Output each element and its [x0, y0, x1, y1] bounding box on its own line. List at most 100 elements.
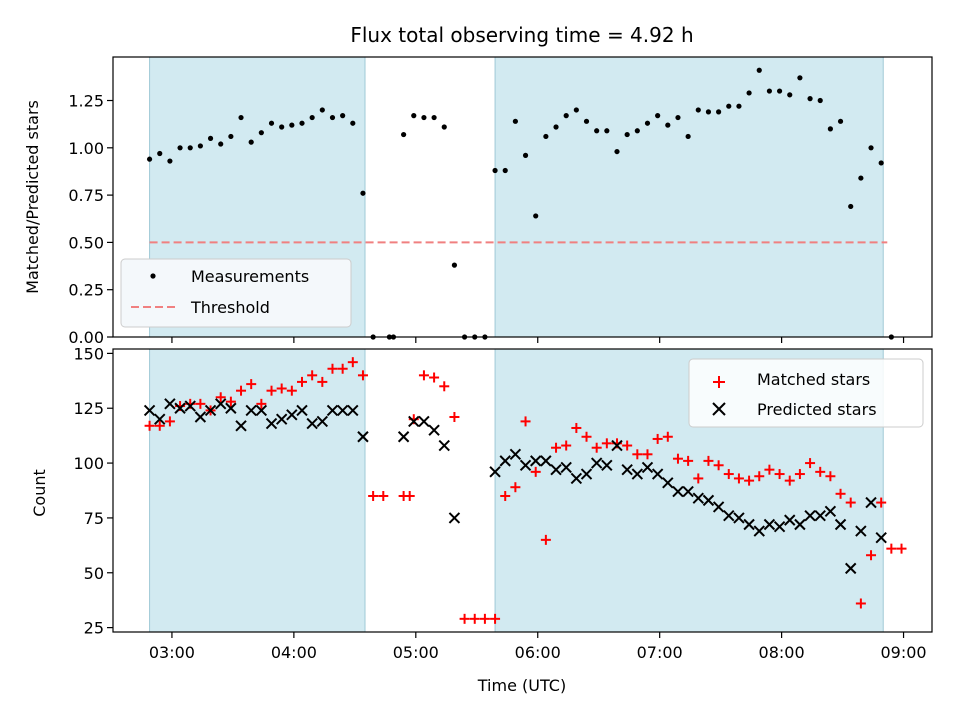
measurement-point	[675, 114, 681, 121]
measurement-point	[207, 135, 214, 141]
measurement-point	[329, 114, 336, 121]
predicted-star-point	[499, 455, 511, 467]
predicted-star-point	[733, 512, 745, 524]
measurement-point	[807, 96, 813, 102]
predicted-star-point	[753, 525, 765, 537]
measurement-point	[431, 114, 437, 121]
x-tick-label: 03:00	[149, 643, 195, 662]
predicted-star-point	[438, 439, 450, 452]
measurement-point	[401, 131, 407, 138]
matched-star-point	[561, 440, 572, 451]
measurement-point	[350, 120, 356, 126]
predicted-star-point	[702, 494, 715, 507]
predicted-star-point	[875, 531, 887, 544]
predicted-star-point	[286, 409, 298, 421]
matched-star-point	[703, 455, 714, 466]
predicted-star-point	[550, 463, 562, 476]
legend-label-measurements: Measurements	[191, 267, 309, 286]
matched-star-point	[794, 469, 805, 480]
plot-frame	[112, 56, 933, 338]
matched-star-point	[744, 475, 755, 486]
matched-star-point	[622, 440, 633, 451]
matched-star-point	[215, 392, 226, 403]
predicted-star-point	[255, 404, 268, 417]
predicted-star-point	[743, 518, 755, 531]
predicted-star-point	[428, 424, 440, 436]
matched-star-point	[866, 550, 877, 561]
y-axis-ticks: 0.00 0.25 0.50 0.75 1.00 1.25	[68, 92, 113, 347]
measurement-point	[248, 139, 254, 145]
x-tick-label: 08:00	[759, 643, 805, 662]
ratio-panel: Flux total observing time = 4.92 h 0.000…	[23, 23, 933, 347]
matched-star-point	[733, 473, 744, 484]
matched-star-point	[825, 471, 836, 482]
predicted-star-point	[845, 562, 857, 575]
predicted-star-points	[143, 398, 887, 575]
measurement-point	[146, 156, 153, 162]
predicted-star-point	[397, 431, 410, 443]
legend-label-threshold: Threshold	[190, 298, 270, 317]
measurement-point	[797, 75, 803, 81]
measurement-point	[827, 126, 833, 132]
predicted-star-point	[672, 485, 684, 498]
x-axis-ticks	[171, 337, 905, 343]
x-tick-label: 06:00	[515, 643, 561, 662]
predicted-star-point	[316, 415, 329, 428]
measurement-points	[146, 67, 894, 340]
matched-star-point	[490, 613, 501, 624]
x-tick-label: 05:00	[393, 643, 439, 662]
predicted-star-point	[631, 468, 644, 480]
y-tick-label: 50	[84, 564, 104, 583]
matched-star-point	[357, 370, 368, 381]
measurement-point	[766, 88, 773, 94]
measurement-point	[411, 113, 417, 119]
predicted-star-point	[712, 501, 725, 513]
matched-star-point	[713, 460, 724, 471]
predicted-star-point	[225, 402, 237, 414]
matched-star-point	[317, 376, 328, 387]
predicted-star-point	[357, 431, 369, 443]
predicted-star-point	[215, 398, 227, 410]
legend: Measurements Threshold	[120, 258, 352, 328]
matched-star-point	[449, 412, 460, 423]
matched-star-point	[754, 471, 765, 482]
measurement-point	[594, 128, 600, 134]
predicted-star-point	[763, 518, 776, 531]
matched-star-point	[652, 433, 663, 444]
matched-star-point	[672, 453, 683, 464]
predicted-star-point	[489, 466, 501, 478]
matched-star-point	[439, 381, 450, 392]
y-tick-label: 0.50	[68, 233, 104, 252]
predicted-star-point	[814, 510, 826, 522]
matched-star-point	[286, 385, 297, 396]
matched-star-point	[297, 376, 307, 387]
predicted-star-point	[306, 417, 318, 430]
predicted-star-point	[855, 525, 867, 537]
measurement-point	[756, 67, 762, 73]
x-tick-label: 04:00	[271, 643, 317, 662]
matched-star-point	[266, 385, 277, 396]
measurement-point	[228, 133, 234, 140]
matched-star-point	[601, 438, 612, 449]
measurement-point	[177, 145, 183, 151]
y-tick-label: 0.25	[68, 281, 104, 300]
y-tick-label: 75	[84, 509, 104, 528]
measurement-point	[655, 113, 661, 119]
predicted-star-point	[794, 518, 806, 531]
legend-marker-measurements	[150, 273, 156, 279]
predicted-star-point	[235, 420, 247, 432]
predicted-star-point	[509, 448, 522, 461]
measurement-point	[624, 131, 630, 138]
matched-star-point	[723, 469, 734, 480]
measurement-point	[533, 213, 539, 219]
predicted-star-point	[570, 472, 583, 485]
measurement-point	[197, 143, 203, 149]
measurement-point	[634, 128, 640, 134]
observing-window	[494, 56, 884, 338]
predicted-star-point	[336, 404, 349, 417]
matched-star-point	[642, 449, 653, 460]
measurement-point	[340, 113, 346, 119]
matched-star-point	[571, 422, 582, 433]
matched-star-point	[307, 370, 318, 381]
predicted-star-point	[347, 404, 359, 417]
